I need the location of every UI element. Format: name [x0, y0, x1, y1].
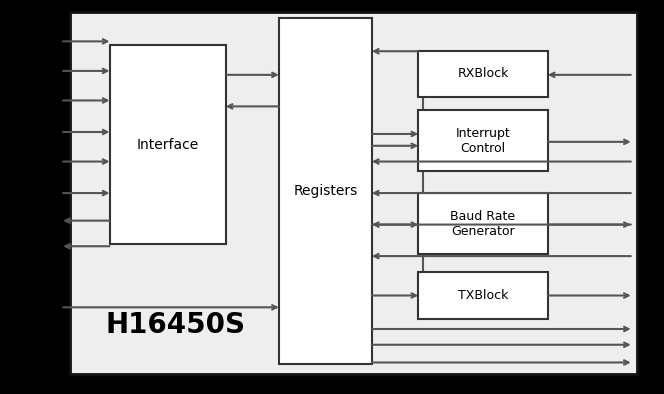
Bar: [418, 272, 548, 319]
Text: H16450S: H16450S: [106, 311, 246, 339]
Text: RXBlock: RXBlock: [457, 67, 509, 80]
Bar: [70, 12, 637, 374]
Text: Baud Rate
Generator: Baud Rate Generator: [450, 210, 516, 238]
Bar: [418, 110, 548, 171]
Bar: [418, 51, 548, 97]
Bar: [110, 45, 226, 244]
Text: Registers: Registers: [293, 184, 357, 198]
Text: TXBlock: TXBlock: [458, 289, 508, 302]
Text: Interface: Interface: [137, 138, 199, 152]
Bar: [279, 18, 372, 364]
Bar: [418, 193, 548, 254]
Text: Interrupt
Control: Interrupt Control: [456, 127, 511, 155]
